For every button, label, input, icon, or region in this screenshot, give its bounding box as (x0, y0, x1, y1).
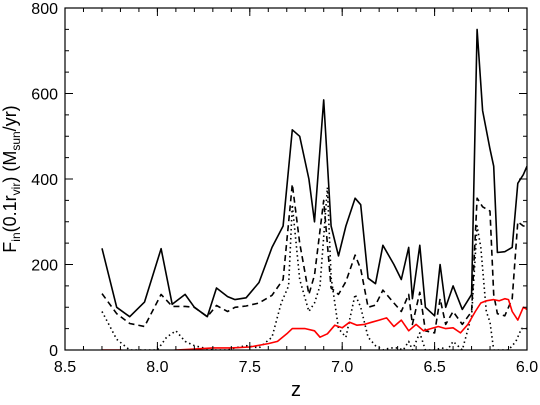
y-label-unit: /yr) (0, 105, 20, 131)
y-tick-label: 600 (31, 87, 58, 104)
x-tick-label: 7.0 (331, 359, 353, 376)
y-label-main: F (0, 242, 20, 253)
y-label-sub-in: in (9, 232, 23, 241)
y-tick-label: 400 (31, 172, 58, 189)
y-label-paren2: ) (M (0, 151, 20, 183)
series-line-1 (101, 183, 527, 334)
x-tick-label: 7.5 (239, 359, 261, 376)
x-tick-label: 8.0 (146, 359, 168, 376)
ticks-layer: 8.5 8.0 7.5 7.0 6.5 6.0 0 200 400 600 800 (31, 1, 538, 376)
series-line-3 (102, 297, 527, 350)
y-axis-label: Fin(0.1rvir) (Msun/yr) (0, 105, 23, 252)
series-line-0 (101, 28, 527, 318)
y-label-paren1: (0.1r (0, 195, 20, 232)
y-tick-label: 800 (31, 1, 58, 18)
series-layer (101, 28, 527, 350)
x-tick-label: 8.5 (54, 359, 76, 376)
x-tick-label: 6.5 (423, 359, 445, 376)
series-line-2 (101, 186, 527, 350)
x-axis-label: z (291, 379, 301, 401)
y-label-sub-vir: vir (9, 183, 23, 196)
y-tick-label: 0 (49, 343, 58, 360)
y-tick-label: 200 (31, 258, 58, 275)
y-label-sub-sun: sun (9, 131, 23, 150)
x-tick-label: 6.0 (516, 359, 538, 376)
